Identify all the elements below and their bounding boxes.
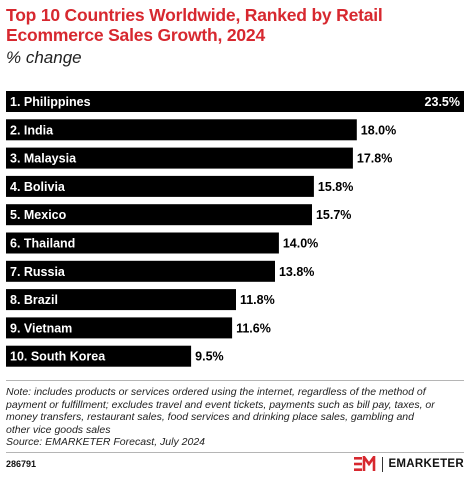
divider-line: [6, 380, 464, 381]
source-line: Source: EMARKETER Forecast, July 2024: [6, 436, 205, 449]
bar: [6, 119, 357, 141]
value-label: 17.8%: [357, 152, 392, 166]
bar: [6, 345, 192, 367]
note-line: payment or fulfillment; excludes travel …: [6, 398, 435, 411]
bar: [6, 289, 236, 311]
bar: [6, 260, 275, 282]
bar: [6, 232, 279, 254]
value-label: 11.8%: [240, 293, 275, 307]
category-label: 8. Brazil: [10, 293, 58, 307]
value-label: 14.0%: [283, 237, 318, 251]
bar: [6, 317, 233, 339]
value-label: 23.5%: [425, 95, 460, 109]
note-line: other vice goods sales: [6, 423, 111, 436]
note-line: money transfers, restaurant sales, food …: [6, 411, 414, 424]
footer-divider: [6, 452, 464, 453]
logo-separator: [382, 456, 384, 472]
chart-subtitle: % change: [6, 48, 82, 67]
category-label: 10. South Korea: [10, 350, 106, 364]
category-label: 3. Malaysia: [10, 152, 77, 166]
bar-chart: 1. Philippines 23.5% 2. India 18.0% 3. Malay…: [6, 91, 464, 367]
bar: [6, 147, 353, 169]
bar: [6, 91, 464, 112]
value-label: 13.8%: [279, 265, 314, 279]
value-label: 15.7%: [316, 208, 351, 222]
category-label: 4. Bolivia: [10, 180, 66, 194]
value-label: 9.5%: [195, 350, 224, 364]
category-label: 7. Russia: [10, 265, 66, 279]
note-line: Note: includes products or services orde…: [6, 386, 426, 398]
category-label: 5. Mexico: [10, 208, 67, 222]
brand-logo: EMARKETER: [354, 455, 464, 473]
bar: [6, 204, 312, 226]
value-label: 18.0%: [361, 123, 396, 137]
bar: [6, 175, 314, 197]
brand-name: EMARKETER: [388, 458, 464, 470]
category-label: 1. Philippines: [10, 95, 91, 109]
category-label: 9. Vietnam: [10, 321, 72, 335]
value-label: 15.8%: [318, 180, 353, 194]
chart-title: Top 10 Countries Worldwide, Ranked by Re…: [6, 5, 383, 45]
category-label: 6. Thailand: [10, 237, 75, 251]
value-label: 11.6%: [236, 321, 271, 335]
chart-id: 286791: [6, 459, 37, 469]
category-label: 2. India: [10, 123, 54, 137]
chart-notes: Note: includes products or services orde…: [6, 386, 466, 449]
emarketer-logo-icon: [354, 456, 376, 471]
